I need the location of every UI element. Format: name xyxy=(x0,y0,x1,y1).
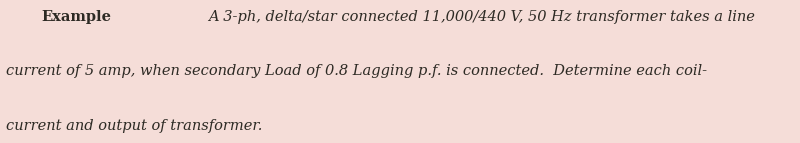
Text: current and output of transformer.: current and output of transformer. xyxy=(6,119,262,133)
Text: current of 5 amp, when secondary Load of 0.8 Lagging p.f. is connected.  Determi: current of 5 amp, when secondary Load of… xyxy=(6,64,706,78)
Text: A 3-ph, delta/star connected 11,000/440 V, 50 Hz transformer takes a line: A 3-ph, delta/star connected 11,000/440 … xyxy=(208,10,755,24)
Text: Example: Example xyxy=(41,10,111,24)
FancyBboxPatch shape xyxy=(0,0,800,56)
FancyBboxPatch shape xyxy=(0,56,800,143)
